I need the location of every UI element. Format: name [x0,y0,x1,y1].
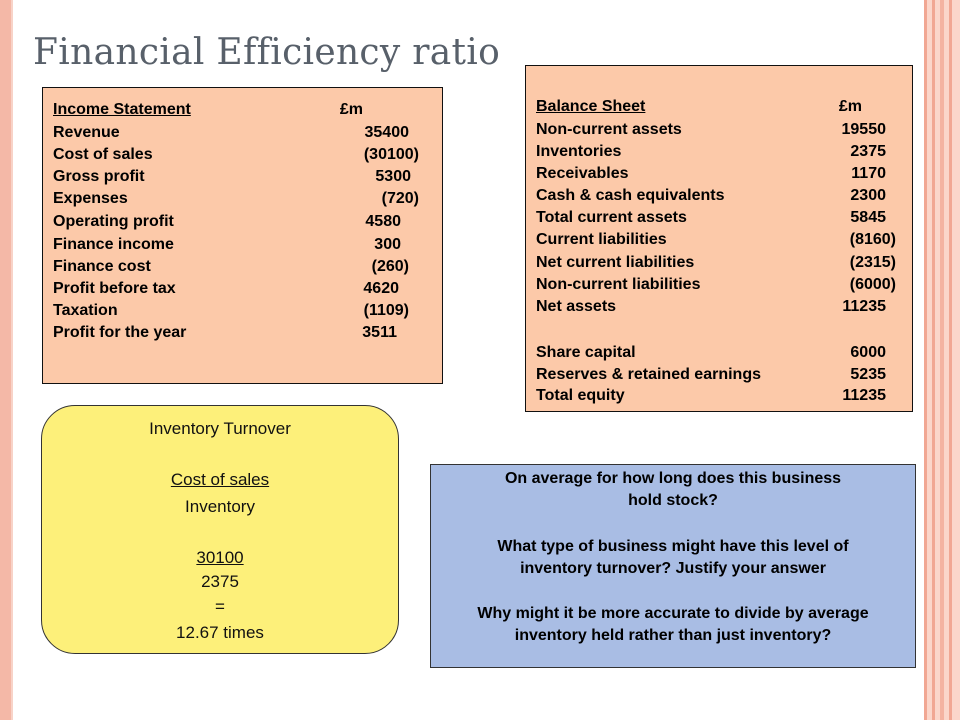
income-row-label: Cost of sales [53,146,153,163]
discussion-questions-box: On average for how long does this busine… [430,464,916,668]
right-decorative-stripes [924,0,960,720]
balance-row-label: Net current liabilities [536,254,695,271]
balance-row: Receivables 1170 [536,164,886,244]
income-row-value: 4620 [363,280,399,297]
formula-denominator-label: Inventory [185,497,255,516]
inventory-turnover-box: Inventory Turnover Cost of sales Invento… [41,405,399,654]
balance-row-value: 19550 [841,121,887,138]
balance-header-unit: £m [838,98,862,115]
stripe [949,0,952,720]
income-row-label: Finance cost [53,258,151,275]
balance-row-label: Non-current assets [536,121,682,138]
balance-row-label: Total current assets [536,209,687,226]
balance-header-row: Balance Sheet £m [536,97,886,177]
balance-sheet-box: Balance Sheet £m Non-current assets 1955… [525,65,913,412]
left-decorative-border [0,0,11,720]
income-row-label: Taxation [53,302,118,319]
balance-row-value: (8160) [849,231,896,248]
balance-row-value: (2315) [849,254,896,271]
question-1-line-2: hold stock? [628,492,718,509]
left-decorative-line [11,0,13,720]
income-row-value: 35400 [364,124,410,141]
income-header-unit: £m [339,101,363,118]
numerator-value-text: 30100 [196,548,244,567]
stripe [932,0,935,720]
question-2-line-2: inventory turnover? Justify your answer [520,560,826,577]
balance-row-label: Receivables [536,165,629,182]
income-row-label: Revenue [53,124,120,141]
balance-row-label: Net assets [536,298,617,315]
balance-row-value: 2375 [850,143,886,160]
stripe [924,0,927,720]
question-2-line-1: What type of business might have this le… [497,538,849,555]
income-row: Revenue 35400 [53,123,423,203]
formula-numerator-label: Cost of sales [42,470,398,490]
equity-row-value: 6000 [850,344,886,361]
balance-row: Non-current liabilities (6000) [536,275,896,355]
balance-row-label: Non-current liabilities [536,276,701,293]
income-statement-box: Income Statement £m Revenue 35400 Cost o… [42,87,443,384]
denominator-value: 2375 [201,572,239,591]
equity-row-label: Total equity [536,387,625,404]
income-row: Expenses (720) [53,189,423,269]
income-row: Finance income 300 [53,235,423,315]
equity-row-value: 11235 [842,387,886,404]
balance-row-value: 2300 [850,187,886,204]
income-row-label: Operating profit [53,213,174,230]
income-row-value: (30100) [363,146,419,163]
numerator-value: 30100 [42,548,398,568]
income-row-label: Expenses [53,190,128,207]
income-row-label: Profit for the year [53,324,187,341]
balance-row-label: Inventories [536,143,622,160]
equity-row-label: Reserves & retained earnings [536,366,761,383]
balance-row-value: 1170 [851,165,886,182]
inventory-turnover-heading: Inventory Turnover [149,419,291,438]
income-row-label: Gross profit [53,168,145,185]
balance-row: Non-current assets 19550 [536,120,886,200]
income-row-value: 5300 [375,168,411,185]
question-3-line-1: Why might it be more accurate to divide … [477,605,869,622]
income-row-value: (1109) [363,302,409,319]
question-1-line-1: On average for how long does this busine… [504,470,842,487]
question-3-line-2: inventory held rather than just inventor… [514,627,832,644]
turnover-result: 12.67 times [176,623,264,642]
income-row-value: (720) [381,190,419,207]
income-row-label: Profit before tax [53,280,176,297]
balance-row-value: 5845 [850,209,886,226]
income-row-value: (260) [371,258,409,275]
income-row: Operating profit 4580 [53,212,423,292]
balance-row: Inventories 2375 [536,142,886,222]
income-header-label: Income Statement [53,101,191,118]
income-row: Profit for the year 3511 [53,323,423,403]
equity-row-value: 5235 [850,366,886,383]
balance-row-value: 11235 [842,298,886,315]
income-row: Profit before tax 4620 [53,279,423,359]
income-row-value: 3511 [362,324,397,341]
balance-row: Net assets 11235 [536,297,886,377]
income-row: Finance cost (260) [53,257,423,337]
balance-row: Cash & cash equivalents 2300 [536,186,886,266]
formula-numerator-text: Cost of sales [170,470,270,489]
balance-header-label: Balance Sheet [536,98,646,115]
balance-row: Net current liabilities (2315) [536,253,896,333]
balance-row-label: Cash & cash equivalents [536,187,725,204]
income-row: Taxation (1109) [53,301,423,381]
equity-row: Reserves & retained earnings 5235 [536,365,886,445]
equals-sign: = [215,597,225,616]
income-row: Cost of sales (30100) [53,145,423,225]
equity-row-label: Share capital [536,344,636,361]
balance-row-label: Current liabilities [536,231,667,248]
balance-row: Total current assets 5845 [536,208,886,288]
balance-row: Current liabilities (8160) [536,230,896,310]
income-row: Gross profit 5300 [53,167,423,247]
income-row-value: 300 [374,236,401,253]
equity-row: Total equity 11235 [536,386,886,466]
income-header-row: Income Statement £m [53,100,423,180]
income-row-label: Finance income [53,236,174,253]
slide-title: Financial Efficiency ratio [33,32,501,73]
balance-row-value: (6000) [849,276,896,293]
equity-row: Share capital 6000 [536,343,886,423]
stripe [940,0,944,720]
income-row-value: 4580 [365,213,401,230]
